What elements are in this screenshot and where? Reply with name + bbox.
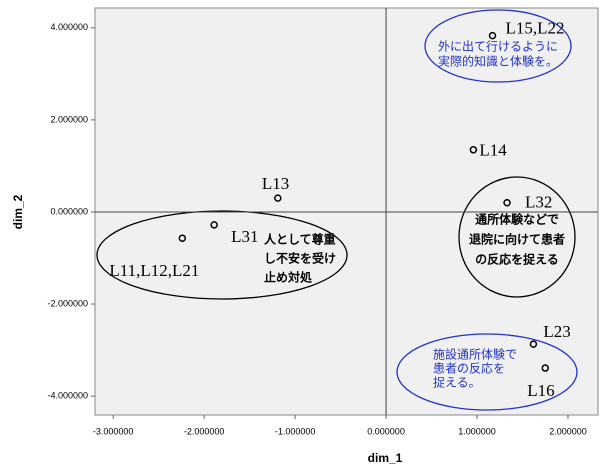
annotation: 止め対処: [264, 270, 313, 285]
annotation: 人として尊重: [264, 232, 336, 247]
annotation: 患者の反応を: [433, 362, 505, 376]
annotation: 実際的知識と体験を。: [438, 54, 558, 69]
point-label: L13: [262, 174, 289, 193]
point: [529, 340, 538, 348]
point: [178, 234, 187, 242]
annotation-ellipse: [424, 9, 572, 83]
y-tick-label: -4.000000: [47, 390, 88, 400]
x-axis-title: dim_1: [368, 451, 403, 465]
annotation: の反応を捉える: [475, 252, 559, 267]
y-axis-title: dim_2: [11, 194, 25, 229]
annotation: し不安を受け: [264, 251, 336, 266]
annotation: 退院に向けて患者: [469, 232, 565, 247]
x-tick-label: 2.000000: [549, 426, 587, 436]
y-tick-label: -2.000000: [47, 298, 88, 308]
y-tick-label: 0.000000: [50, 206, 88, 216]
point-label: L23: [543, 322, 570, 341]
x-tick-label: 1.000000: [458, 426, 496, 436]
point: [503, 199, 511, 207]
x-tick-label: -1.000000: [275, 426, 316, 436]
point-label: L11,L12,L21: [109, 261, 199, 280]
point-label: L32: [525, 193, 552, 212]
x-tick-label: 0.000000: [367, 426, 405, 436]
annotation: 捉える。: [433, 375, 481, 390]
point: [210, 221, 218, 229]
annotation-ellipse: [396, 333, 578, 411]
x-tick-label: -2.000000: [184, 426, 225, 436]
point: [469, 146, 478, 154]
point-label: L31: [231, 227, 258, 246]
y-tick-label: 2.000000: [50, 114, 88, 124]
annotation-ellipse: [96, 210, 348, 300]
point: [541, 364, 549, 372]
annotation: 施設通所体験で: [433, 347, 517, 362]
point-label: L16: [527, 381, 554, 400]
annotation: 外に出て行けるように: [438, 40, 558, 54]
x-tick-label: -3.000000: [93, 426, 134, 436]
point: [488, 31, 497, 40]
annotation-ellipse: [458, 176, 576, 298]
point-label: L15,L22: [505, 19, 564, 38]
y-tick-label: 4.000000: [50, 22, 88, 32]
point: [274, 194, 282, 202]
annotation: 通所体験などで: [475, 212, 559, 227]
point-label: L14: [479, 141, 507, 160]
